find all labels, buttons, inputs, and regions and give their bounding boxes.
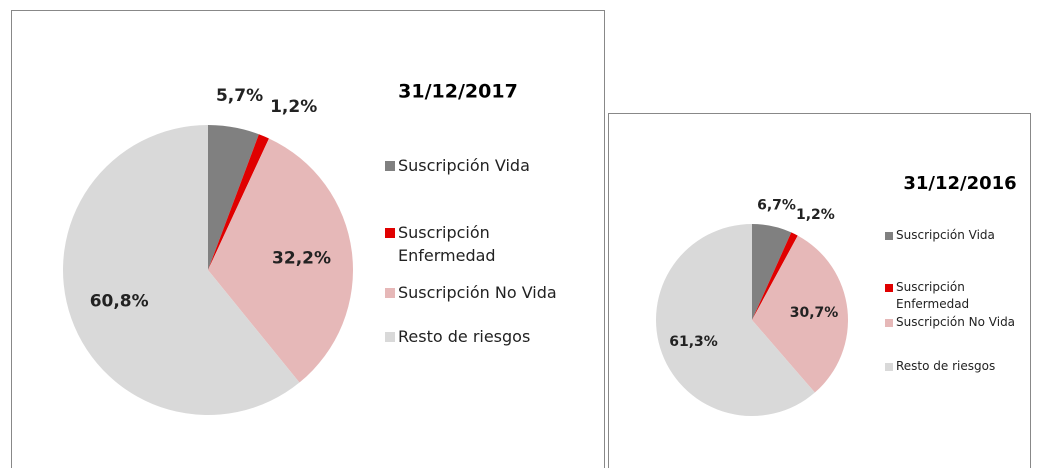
- data-label: 32,2%: [272, 248, 331, 268]
- legend-label: Suscripción Vida: [398, 156, 530, 175]
- data-label: 1,2%: [796, 207, 835, 223]
- pie-slice: [752, 235, 849, 393]
- legend-item: Suscripción Vida: [896, 228, 995, 242]
- pie-slice: [656, 224, 815, 417]
- chart-title: 31/12/2016: [903, 173, 1016, 194]
- legend-marker: [885, 284, 893, 292]
- legend-marker: [385, 161, 395, 171]
- legend-label: Suscripción Vida: [896, 228, 995, 242]
- legend-marker: [885, 232, 893, 240]
- legend-item: Resto de riesgos: [896, 359, 996, 373]
- legend-label: Resto de riesgos: [896, 359, 996, 373]
- data-label: 60,8%: [90, 292, 149, 312]
- legend-marker: [885, 363, 893, 371]
- legend-marker: [385, 228, 395, 238]
- data-label: 30,7%: [790, 305, 839, 321]
- legend-item: Suscripción Enfermedad: [896, 280, 970, 312]
- legend-item: Suscripción No Vida: [896, 315, 1016, 329]
- legend-label: Suscripción Enfermedad: [398, 223, 496, 266]
- legend-item: Resto de riesgos: [398, 327, 531, 346]
- data-label: 5,7%: [216, 86, 263, 106]
- legend-label: Suscripción No Vida: [398, 283, 557, 302]
- pie-slice: [208, 125, 259, 270]
- legend-marker: [885, 319, 893, 327]
- legend-label: Resto de riesgos: [398, 327, 531, 346]
- pie-slice: [752, 224, 792, 320]
- data-label: 61,3%: [669, 334, 718, 350]
- pie-slice: [208, 138, 353, 383]
- pie-slice: [752, 232, 798, 320]
- chart-title: 31/12/2017: [398, 81, 518, 103]
- data-label: 1,2%: [270, 97, 317, 117]
- legend-marker: [385, 332, 395, 342]
- legend-item: Suscripción Enfermedad: [398, 223, 496, 266]
- legend-item: Suscripción Vida: [398, 156, 530, 175]
- legend-item: Suscripción No Vida: [398, 283, 557, 302]
- data-label: 6,7%: [757, 197, 796, 213]
- legend-marker: [385, 288, 395, 298]
- pie-slice: [62, 125, 300, 416]
- pie-slice: [208, 134, 269, 270]
- legend-label: Suscripción No Vida: [896, 315, 1016, 329]
- legend-label: Suscripción Enfermedad: [896, 280, 970, 312]
